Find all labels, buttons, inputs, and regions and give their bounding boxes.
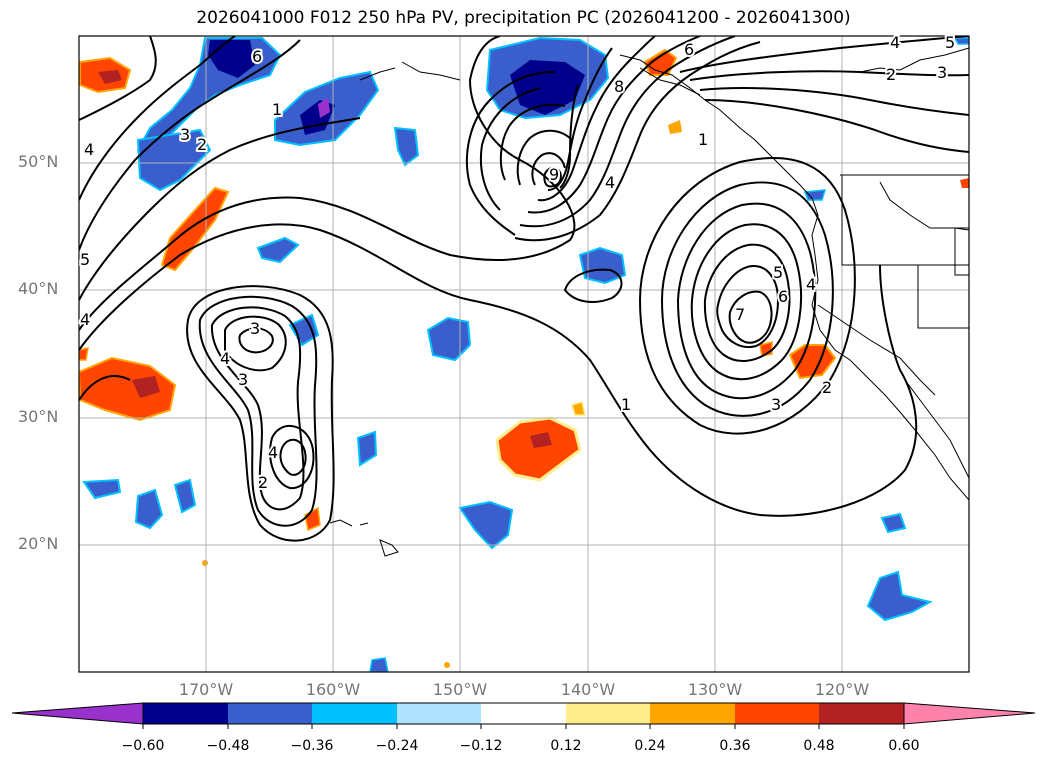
map-title: 2026041000 F012 250 hPa PV, precipitatio… xyxy=(196,8,851,28)
contour-label: 2 xyxy=(197,135,207,154)
coastlines xyxy=(329,47,969,557)
contour-label: 4 xyxy=(220,349,230,368)
contour-label: 6 xyxy=(252,47,262,66)
lon-label: 130°W xyxy=(687,680,743,699)
lon-label: 160°W xyxy=(305,680,361,699)
lon-label: 120°W xyxy=(814,680,870,699)
contour-label: 4 xyxy=(605,173,615,192)
contour-label: 4 xyxy=(890,33,900,52)
colorbar-segment xyxy=(735,703,819,724)
colorbar-segment xyxy=(312,703,397,724)
contour-label: 5 xyxy=(773,263,783,282)
contour-label: 3 xyxy=(180,125,190,144)
contour-label: 5 xyxy=(80,250,90,269)
contour-label: 1 xyxy=(272,100,282,119)
colorbar-segment xyxy=(566,703,650,724)
lon-label: 150°W xyxy=(432,680,488,699)
contour-label: 8 xyxy=(614,77,624,96)
contour-label: 2 xyxy=(886,65,896,84)
contour-label: 1 xyxy=(621,395,631,414)
lat-label: 40°N xyxy=(18,279,59,298)
pv-contours xyxy=(79,36,969,542)
colorbar-under-triangle xyxy=(11,702,144,725)
colorbar-segment xyxy=(481,703,566,724)
contour-labels: 4 6 1 3 2 4 5 9 8 6 4 1 4 5 2 3 7 6 5 4 … xyxy=(78,31,957,494)
lon-label: 170°W xyxy=(178,680,234,699)
contour-label: 4 xyxy=(80,310,90,329)
colorbar-over-triangle xyxy=(903,702,1036,725)
contour-label: 3 xyxy=(250,319,260,338)
contour-label: 4 xyxy=(268,443,278,462)
contour-label: 7 xyxy=(735,305,745,324)
contour-label: 6 xyxy=(778,287,788,306)
contour-label: 2 xyxy=(822,378,832,397)
contour-label: 5 xyxy=(945,33,955,52)
contour-label: 4 xyxy=(84,140,94,159)
colorbar-tick-label: 0.36 xyxy=(719,738,751,754)
lat-label: 30°N xyxy=(18,407,59,426)
colorbar-tick-label: −0.12 xyxy=(459,738,503,754)
colorbar-tick-label: 0.12 xyxy=(550,738,582,754)
colorbar-tick-label: −0.24 xyxy=(375,738,419,754)
colorbar-tick-label: −0.48 xyxy=(206,738,250,754)
contour-label: 3 xyxy=(937,63,947,82)
contour-label: 3 xyxy=(238,370,248,389)
colorbar-tick-label: −0.36 xyxy=(290,738,334,754)
colorbar-ticks xyxy=(142,724,905,729)
contour-label: 2 xyxy=(258,473,268,492)
colorbar-tick-label: 0.24 xyxy=(634,738,666,754)
contour-label: 3 xyxy=(771,395,781,414)
colorbar-segment xyxy=(650,703,735,724)
colorbar-segment xyxy=(397,703,481,724)
colorbar-tick-label: −0.60 xyxy=(121,738,165,754)
lon-label: 140°W xyxy=(560,680,616,699)
contour-label: 6 xyxy=(684,40,694,59)
map-frame xyxy=(78,35,970,673)
colorbar-segment xyxy=(143,703,228,724)
colorbar-tick-label: 0.48 xyxy=(803,738,835,754)
contour-label: 1 xyxy=(698,130,708,149)
contour-label: 4 xyxy=(806,275,816,294)
colorbar-segment xyxy=(228,703,312,724)
colorbar-tick-label: 0.60 xyxy=(888,738,920,754)
lat-label: 20°N xyxy=(18,534,59,553)
lat-label: 50°N xyxy=(18,152,59,171)
contour-label: 9 xyxy=(549,165,559,184)
map-panel xyxy=(78,35,970,673)
colorbar-segment xyxy=(819,703,904,724)
graticule xyxy=(79,36,969,672)
